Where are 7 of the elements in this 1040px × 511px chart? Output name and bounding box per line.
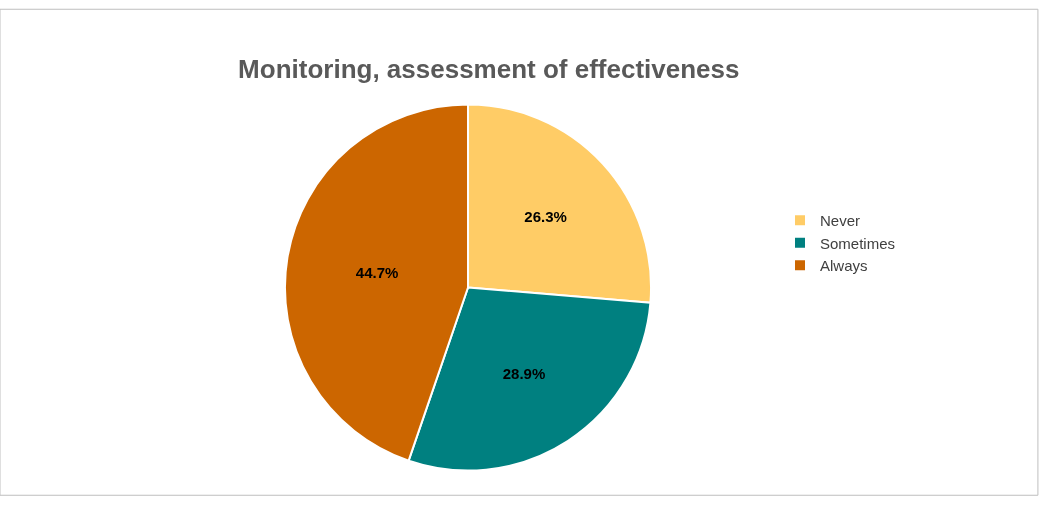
legend-label: Sometimes [820,234,896,252]
data-label: 26.3% [524,207,567,225]
data-label: 28.9% [502,364,546,382]
data-label: 44.7% [355,263,399,281]
chart-title: Monitoring, assessment of effectiveness [238,54,740,85]
legend-label: Never [820,212,861,230]
legend-label: Always [820,257,868,275]
